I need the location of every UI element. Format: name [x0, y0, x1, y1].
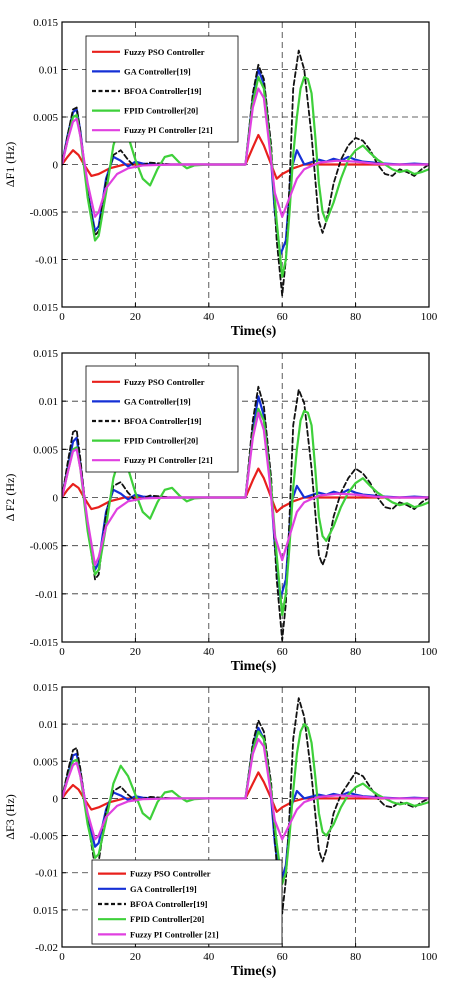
legend: Fuzzy PSO Controller GA Controller[19] BFO…: [85, 365, 239, 473]
legend-label-1: Fuzzy PSO Controller: [124, 377, 205, 387]
x-tick-label: 40: [203, 951, 215, 963]
legend-label-1: Fuzzy PSO Controller: [130, 869, 211, 879]
y-tick-label: 0: [53, 793, 59, 805]
x-axis-title: Time(s): [231, 324, 277, 339]
legend-label-5: Fuzzy PI Controller [21]: [124, 455, 213, 465]
y-tick-label: 0.015: [33, 17, 58, 29]
x-tick-label: 80: [350, 951, 362, 963]
y-tick-label: 0.015: [33, 348, 58, 360]
x-axis-title: Time(s): [231, 964, 277, 979]
y-tick-label: 0.005: [33, 112, 58, 124]
legend-label-2: GA Controller[19]: [130, 884, 197, 894]
y-axis-title: ΔF3 (Hz): [3, 794, 17, 839]
x-tick-label: 60: [277, 951, 289, 963]
y-tick-label: 0.015: [33, 905, 58, 917]
series-line-2: [62, 395, 429, 600]
x-axis-title: Time(s): [231, 659, 277, 674]
x-tick-label: 80: [350, 311, 362, 323]
y-tick-label: -0.01: [35, 868, 58, 880]
legend: Fuzzy PSO Controller GA Controller[19] BFO…: [85, 35, 239, 143]
series-group: [62, 385, 429, 641]
y-axis-title: ΔF1 (Hz): [3, 142, 17, 187]
x-tick-label: 20: [130, 951, 142, 963]
chart-panel-3: 0 20 40 60 80 100 -0.02 0.015 -0.01 -0.005 0 0.005 0…: [3, 682, 438, 979]
legend-label-2: GA Controller[19]: [124, 66, 191, 76]
legend-box: [85, 365, 239, 473]
y-tick-label: -0.02: [35, 942, 58, 954]
legend-label-4: FPID Controller[20]: [124, 106, 198, 116]
legend-label-5: Fuzzy PI Controller [21]: [130, 929, 219, 939]
y-tick-label: 0.005: [33, 444, 58, 456]
y-tick-label: -0.005: [30, 541, 59, 553]
series-line-5: [62, 411, 429, 567]
x-tick-label: 80: [350, 646, 362, 658]
series-line-5: [62, 87, 429, 218]
y-tick-label: 0.01: [39, 396, 58, 408]
x-tick-label: 40: [203, 311, 215, 323]
legend-label-4: FPID Controller[20]: [124, 436, 198, 446]
x-tick-label: 60: [277, 311, 289, 323]
y-tick-label: 0.01: [39, 65, 58, 77]
chart-panel-1: 0 20 40 60 80 100 0.015 -0.01 -0.005 0 0.005 0.01 0.…: [3, 17, 438, 339]
y-axis-title: Δ F2 (Hz): [3, 474, 17, 522]
legend-label-1: Fuzzy PSO Controller: [124, 47, 205, 57]
x-tick-label: 0: [59, 646, 65, 658]
y-tick-label: 0.005: [33, 756, 58, 768]
series-line-5: [62, 737, 429, 841]
y-tick-label: 0.01: [39, 719, 58, 731]
y-tick-label: 0: [53, 160, 59, 172]
y-tick-label: -0.01: [35, 255, 58, 267]
x-tick-label: 0: [59, 311, 65, 323]
y-tick-label: -0.005: [30, 207, 59, 219]
x-tick-label: 60: [277, 646, 289, 658]
x-tick-label: 20: [130, 311, 142, 323]
x-tick-label: 100: [421, 311, 438, 323]
x-tick-label: 100: [421, 951, 438, 963]
x-tick-label: 0: [59, 951, 65, 963]
y-tick-label: 0: [53, 493, 59, 505]
plot-frame: [61, 686, 430, 948]
series-line-4: [62, 76, 429, 278]
legend-label-3: BFOA Controller[19]: [130, 899, 208, 909]
series-group: [62, 697, 429, 915]
series-group: [62, 49, 429, 297]
legend-label-3: BFOA Controller[19]: [124, 86, 202, 96]
y-tick-label: 0.015: [33, 682, 58, 694]
legend-box: [85, 35, 239, 143]
chart-panel-2: 0 20 40 60 80 100 -0.015 -0.01 -0.005 0 0.005 0.01 0…: [3, 348, 438, 674]
series-line-4: [62, 723, 429, 885]
y-tick-label: -0.005: [30, 831, 59, 843]
x-tick-label: 20: [130, 646, 142, 658]
x-tick-label: 40: [203, 646, 215, 658]
x-tick-label: 100: [421, 646, 438, 658]
legend-label-4: FPID Controller[20]: [130, 914, 204, 924]
series-line-4: [62, 407, 429, 617]
y-tick-label: 0.015: [33, 302, 58, 314]
legend-label-2: GA Controller[19]: [124, 396, 191, 406]
legend-label-3: BFOA Controller[19]: [124, 416, 202, 426]
y-tick-label: -0.015: [30, 637, 59, 649]
legend: Fuzzy PSO Controller GA Controller[19] BFO…: [91, 859, 283, 945]
legend-label-5: Fuzzy PI Controller [21]: [124, 125, 213, 135]
y-tick-label: -0.01: [35, 589, 58, 601]
